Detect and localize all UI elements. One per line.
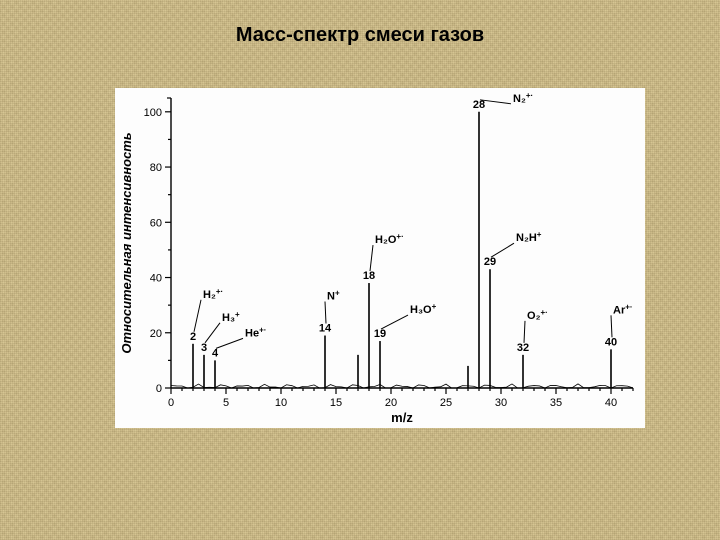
svg-text:Относительная интенсивность: Относительная интенсивность	[119, 132, 134, 353]
svg-text:10: 10	[275, 397, 287, 409]
svg-text:He+·: He+·	[245, 325, 266, 340]
svg-text:N₂+·: N₂+·	[513, 90, 533, 105]
svg-text:N+: N+	[327, 288, 340, 303]
svg-text:5: 5	[223, 397, 229, 409]
svg-text:60: 60	[150, 217, 162, 229]
svg-text:80: 80	[150, 162, 162, 174]
svg-text:2: 2	[190, 331, 196, 343]
svg-text:100: 100	[144, 107, 162, 119]
svg-text:35: 35	[550, 397, 562, 409]
svg-text:H₂O+·: H₂O+·	[375, 232, 404, 247]
svg-text:3: 3	[201, 342, 207, 354]
svg-text:40: 40	[605, 397, 617, 409]
svg-text:O₂+·: O₂+·	[527, 307, 548, 322]
svg-text:Ar+·: Ar+·	[613, 302, 633, 317]
svg-text:0: 0	[156, 383, 162, 395]
svg-text:30: 30	[495, 397, 507, 409]
svg-text:20: 20	[385, 397, 397, 409]
spectrum-svg: 0 5 10 15 20 25 30 35 40 0 20 40 60 80 100 m/z Относител…	[115, 88, 645, 428]
svg-text:14: 14	[319, 323, 332, 335]
svg-text:0: 0	[168, 397, 174, 409]
svg-text:m/z: m/z	[391, 410, 413, 425]
slide-title: Масс-спектр смеси газов	[0, 24, 720, 47]
svg-text:20: 20	[150, 328, 162, 340]
svg-text:H₃+: H₃+	[222, 309, 240, 324]
svg-text:18: 18	[363, 270, 375, 282]
svg-text:29: 29	[484, 256, 496, 268]
svg-text:25: 25	[440, 397, 452, 409]
svg-text:15: 15	[330, 397, 342, 409]
spectrum-chart: 0 5 10 15 20 25 30 35 40 0 20 40 60 80 100 m/z Относител…	[115, 88, 645, 428]
svg-text:40: 40	[150, 273, 162, 285]
svg-text:32: 32	[517, 342, 529, 354]
svg-text:4: 4	[212, 347, 219, 359]
svg-text:19: 19	[374, 328, 386, 340]
svg-text:H₂+·: H₂+·	[203, 286, 223, 301]
svg-text:N₂H+: N₂H+	[516, 230, 542, 245]
svg-text:H₃O+: H₃O+	[410, 302, 437, 317]
svg-text:40: 40	[605, 336, 617, 348]
